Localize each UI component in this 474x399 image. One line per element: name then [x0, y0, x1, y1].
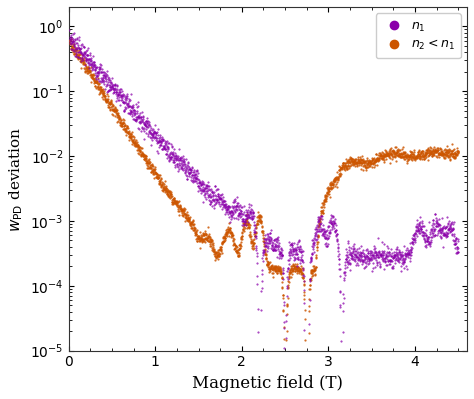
Legend: $n_1$, $n_2 < n_1$: $n_1$, $n_2 < n_1$ [376, 13, 461, 58]
X-axis label: Magnetic field (T): Magnetic field (T) [192, 375, 343, 392]
Y-axis label: $w_{\mathrm{PD}}$ deviation: $w_{\mathrm{PD}}$ deviation [7, 126, 25, 231]
